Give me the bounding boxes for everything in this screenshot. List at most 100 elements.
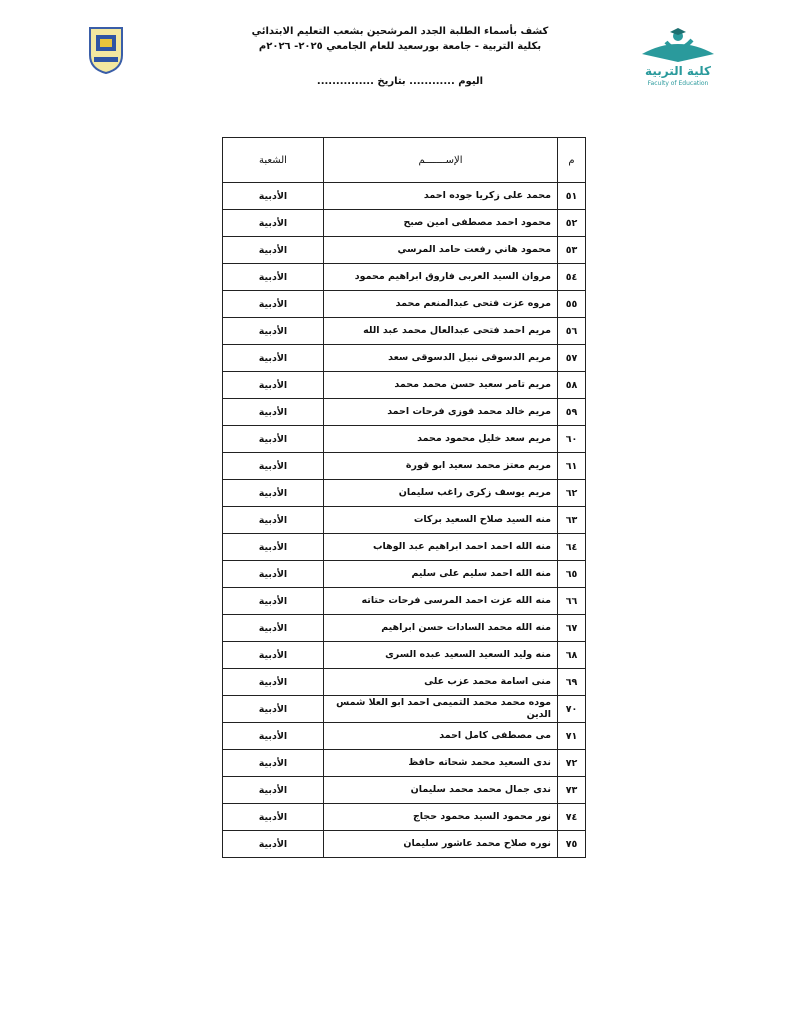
student-name: منه الله احمد سليم على سليم [323,560,558,588]
table-row: ٧٠ موده محمد محمد التميمى احمد ابو العلا … [222,695,586,723]
row-number: ٦٠ [557,425,586,453]
student-name: ندى السعيد محمد شحاته حافظ [323,749,558,777]
table-row: ٧٢ ندى السعيد محمد شحاته حافظ الأدبية [222,749,586,777]
table-row: ٥٢ محمود احمد مصطفى امين صبح الأدبية [222,209,586,237]
row-number: ٦٥ [557,560,586,588]
row-number: ٦٨ [557,641,586,669]
table-header-row: م الإســـــــم الشعبة [222,137,586,183]
row-number: ٧٥ [557,830,586,858]
student-name: منى اسامة محمد عزب على [323,668,558,696]
date-line: اليوم ............ بتاريخ ..............… [316,76,484,87]
table-row: ٦٠ مريم سعد خليل محمود محمد الأدبية [222,425,586,453]
university-logo [86,25,126,75]
branch-cell: الأدبية [222,506,324,534]
table-row: ٥٥ مروه عزت فتحى عبدالمنعم محمد الأدبية [222,290,586,318]
title-line-2: بكلية التربية - جامعة بورسعيد للعام الجا… [258,41,542,52]
branch-cell: الأدبية [222,290,324,318]
branch-cell: الأدبية [222,425,324,453]
row-number: ٥٩ [557,398,586,426]
row-number: ٥٧ [557,344,586,372]
table-row: ٥٨ مريم تامر سعيد حسن محمد محمد الأدبية [222,371,586,399]
row-number: ٥٨ [557,371,586,399]
row-number: ٧٢ [557,749,586,777]
branch-cell: الأدبية [222,182,324,210]
student-name: مى مصطفى كامل احمد [323,722,558,750]
student-name: منه الله احمد احمد ابراهيم عبد الوهاب [323,533,558,561]
row-number: ٦٣ [557,506,586,534]
branch-cell: الأدبية [222,479,324,507]
branch-cell: الأدبية [222,317,324,345]
table-row: ٦٢ مريم يوسف زكرى راغب سليمان الأدبية [222,479,586,507]
table-row: ٦٣ منه السيد صلاح السعيد بركات الأدبية [222,506,586,534]
row-number: ٦١ [557,452,586,480]
branch-cell: الأدبية [222,209,324,237]
row-number: ٧٤ [557,803,586,831]
row-number: ٧١ [557,722,586,750]
students-table: م الإســـــــم الشعبة ٥١ محمد على زكريا ج… [222,137,586,858]
student-name: مريم معتز محمد سعيد ابو قورة [323,452,558,480]
branch-cell: الأدبية [222,371,324,399]
student-name: مريم الدسوقى نبيل الدسوقى سعد [323,344,558,372]
branch-cell: الأدبية [222,452,324,480]
branch-cell: الأدبية [222,668,324,696]
row-number: ٥٦ [557,317,586,345]
table-row: ٥٤ مروان السيد العربى فاروق ابراهيم محمود… [222,263,586,291]
student-name: منه السيد صلاح السعيد بركات [323,506,558,534]
table-row: ٥١ محمد على زكريا جوده احمد الأدبية [222,182,586,210]
table-row: ٦٥ منه الله احمد سليم على سليم الأدبية [222,560,586,588]
branch-cell: الأدبية [222,803,324,831]
branch-cell: الأدبية [222,533,324,561]
row-number: ٦٩ [557,668,586,696]
row-number: ٥٢ [557,209,586,237]
branch-cell: الأدبية [222,695,324,723]
student-name: ندى جمال محمد محمد سليمان [323,776,558,804]
student-name: منه الله عزت احمد المرسى فرحات حتاته [323,587,558,615]
table-row: ٥٩ مريم خالد محمد فوزى فرحات احمد الأدبية [222,398,586,426]
header-num: م [557,137,586,183]
student-name: محمود هاني رفعت حامد المرسي [323,236,558,264]
branch-cell: الأدبية [222,830,324,858]
branch-cell: الأدبية [222,560,324,588]
student-name: مريم سعد خليل محمود محمد [323,425,558,453]
branch-cell: الأدبية [222,776,324,804]
table-row: ٥٧ مريم الدسوقى نبيل الدسوقى سعد الأدبية [222,344,586,372]
table-row: ٦٩ منى اسامة محمد عزب على الأدبية [222,668,586,696]
student-name: محمد على زكريا جوده احمد [323,182,558,210]
table-row: ٥٦ مريم احمد فتحى عبدالعال محمد عبد الله ا… [222,317,586,345]
table-row: ٦٤ منه الله احمد احمد ابراهيم عبد الوهاب ا… [222,533,586,561]
student-name: موده محمد محمد التميمى احمد ابو العلا شم… [323,695,558,723]
header-branch: الشعبة [222,137,324,183]
table-row: ٧٣ ندى جمال محمد محمد سليمان الأدبية [222,776,586,804]
student-name: مروه عزت فتحى عبدالمنعم محمد [323,290,558,318]
table-row: ٦٨ منه وليد السعيد السعيد عبده السرى الأدب… [222,641,586,669]
row-number: ٦٦ [557,587,586,615]
title-line-1: كشف بأسماء الطلبة الجدد المرشحين بشعب ال… [251,26,549,37]
logo-text-en: Faculty of Education [647,80,709,87]
branch-cell: الأدبية [222,722,324,750]
table-row: ٦٦ منه الله عزت احمد المرسى فرحات حتاته ال… [222,587,586,615]
row-number: ٦٧ [557,614,586,642]
branch-cell: الأدبية [222,236,324,264]
student-name: مروان السيد العربى فاروق ابراهيم محمود [323,263,558,291]
table-row: ٧١ مى مصطفى كامل احمد الأدبية [222,722,586,750]
student-name: مريم خالد محمد فوزى فرحات احمد [323,398,558,426]
logo-text-ar: كلية التربية [645,64,711,78]
row-number: ٥٤ [557,263,586,291]
branch-cell: الأدبية [222,641,324,669]
branch-cell: الأدبية [222,344,324,372]
table-row: ٥٣ محمود هاني رفعت حامد المرسي الأدبية [222,236,586,264]
branch-cell: الأدبية [222,614,324,642]
row-number: ٦٤ [557,533,586,561]
table-row: ٧٥ نوره صلاح محمد عاشور سليمان الأدبية [222,830,586,858]
table-row: ٦١ مريم معتز محمد سعيد ابو قورة الأدبية [222,452,586,480]
student-name: مريم احمد فتحى عبدالعال محمد عبد الله [323,317,558,345]
student-name: مريم يوسف زكرى راغب سليمان [323,479,558,507]
student-name: مريم تامر سعيد حسن محمد محمد [323,371,558,399]
branch-cell: الأدبية [222,398,324,426]
header-name: الإســـــــم [323,137,558,183]
table-row: ٧٤ نور محمود السيد محمود حجاج الأدبية [222,803,586,831]
row-number: ٧٣ [557,776,586,804]
student-name: نور محمود السيد محمود حجاج [323,803,558,831]
branch-cell: الأدبية [222,749,324,777]
